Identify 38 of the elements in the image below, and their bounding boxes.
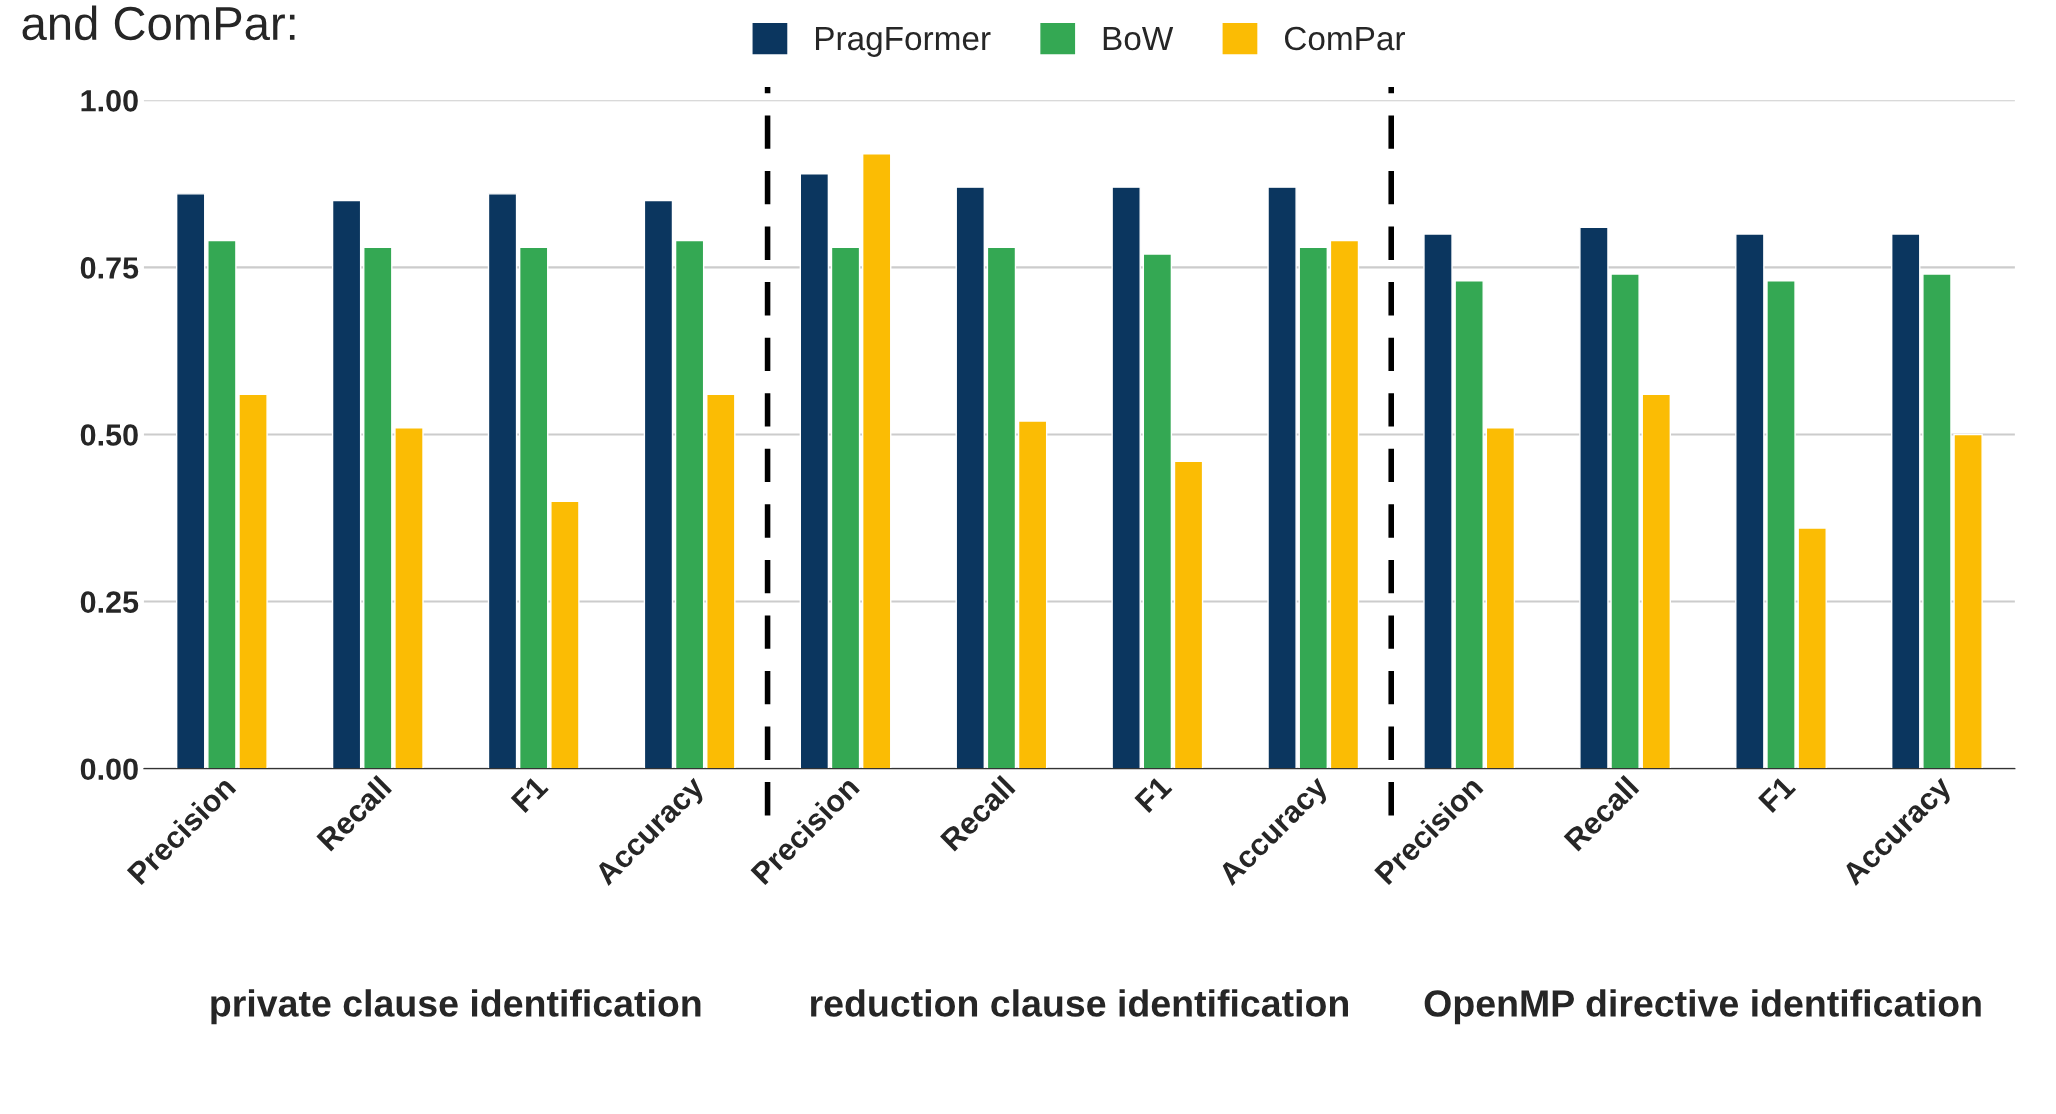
bar — [1891, 233, 1921, 769]
bar — [1485, 427, 1516, 769]
text: private clause identification — [211, 989, 701, 1025]
legend-label: ComPar — [1284, 26, 1405, 51]
bar — [1267, 186, 1297, 769]
legend-label: PragFormer — [815, 27, 991, 57]
bar — [643, 199, 674, 769]
bar — [550, 500, 580, 769]
bar — [1298, 246, 1328, 769]
text: reduction clause identification — [811, 989, 1348, 1017]
bar — [674, 239, 705, 769]
x-tick-label: F1 — [510, 774, 549, 813]
y-tick-label: 0.75 — [80, 257, 139, 279]
chart-title: and ComPar: — [22, 5, 295, 41]
bar — [1641, 393, 1672, 769]
y-tick-label: 0.50 — [80, 424, 138, 446]
bar — [861, 153, 892, 769]
y-tick-label: 0.00 — [80, 758, 138, 781]
x-tick-label: F1 — [1134, 774, 1173, 813]
bar — [1173, 460, 1204, 769]
bar — [706, 393, 736, 769]
bar — [518, 246, 549, 769]
bar — [175, 193, 206, 769]
y-tick-label: 1.00 — [81, 90, 138, 112]
bar — [830, 246, 861, 769]
bar — [487, 193, 518, 769]
x-tick-label: F1 — [1758, 774, 1797, 813]
bar — [1142, 253, 1173, 769]
y-tick-label: 0.25 — [80, 591, 139, 613]
bar — [1017, 420, 1048, 769]
bar — [1111, 186, 1141, 769]
bar — [799, 173, 830, 769]
text: OpenMP directive identification — [1424, 989, 1981, 1025]
bar — [1329, 239, 1360, 769]
bar — [331, 199, 362, 769]
legend-label: BoW — [1103, 27, 1174, 51]
bar — [955, 186, 985, 769]
bar — [986, 246, 1017, 769]
